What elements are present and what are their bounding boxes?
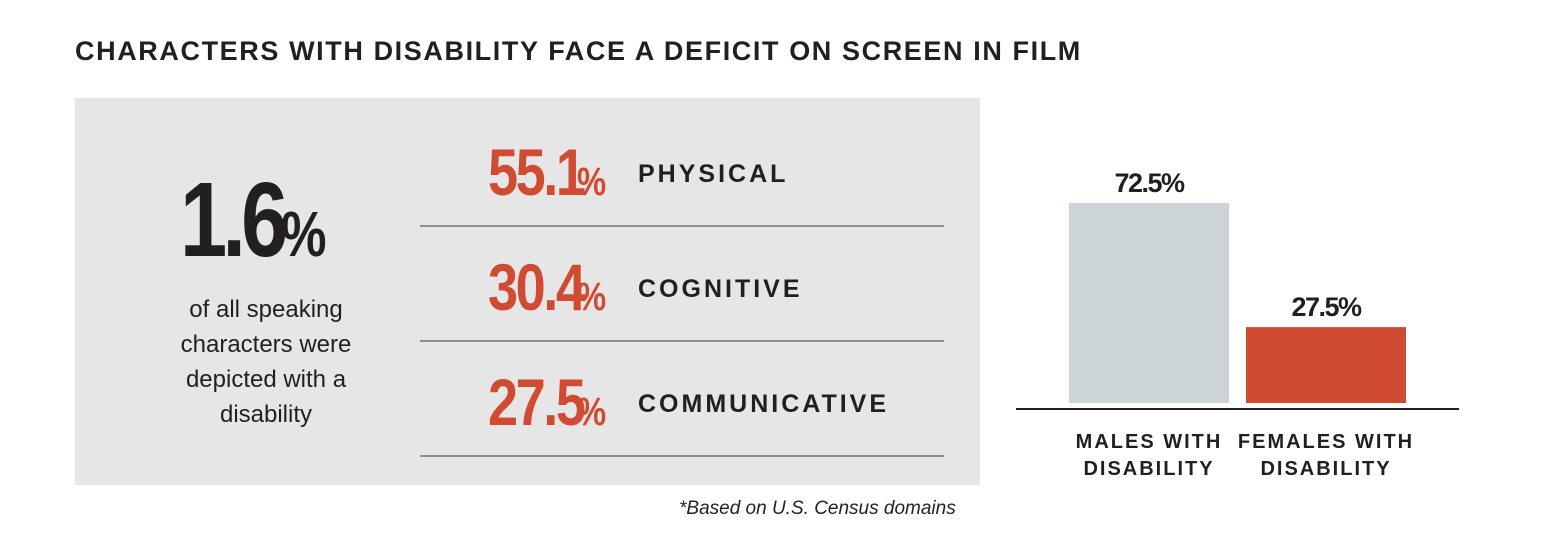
overall-stat: 1.6%: [180, 160, 380, 281]
breakdown-unit: %: [577, 160, 606, 204]
breakdown-value: 55.1%: [467, 134, 610, 210]
bar-value-label: 27.5%: [1291, 292, 1362, 322]
breakdown-label: PHYSICAL: [638, 160, 789, 188]
bar-0: [1069, 202, 1229, 403]
overall-stat-value: 1.6: [180, 161, 288, 279]
breakdown-row-physical: 55.1% PHYSICAL: [420, 112, 944, 227]
chart-title: CHARACTERS WITH DISABILITY FACE A DEFICI…: [75, 36, 1082, 66]
divider: [420, 225, 944, 227]
breakdown-label: COMMUNICATIVE: [638, 390, 890, 418]
footnote: *Based on U.S. Census domains: [679, 498, 956, 519]
stats-panel: [75, 98, 980, 485]
divider: [420, 455, 944, 457]
category-label: MALES WITH DISABILITY: [1075, 431, 1223, 480]
breakdown-value: 30.4%: [467, 249, 610, 325]
breakdown-number: 30.4: [487, 250, 586, 324]
breakdown-unit: %: [577, 390, 606, 434]
category-label: FEMALES WITH DISABILITY: [1237, 431, 1415, 480]
breakdown-row-cognitive: 30.4% COGNITIVE: [420, 227, 944, 342]
breakdown-number: 27.5: [487, 365, 586, 439]
bar-1: [1246, 327, 1406, 403]
breakdown-value: 27.5%: [467, 364, 610, 440]
breakdown-number: 55.1: [487, 135, 586, 209]
breakdown-unit: %: [577, 275, 606, 319]
bar-value-label: 72.5%: [1114, 168, 1185, 198]
overall-stat-description: of all speaking characters were depicted…: [180, 296, 352, 428]
divider: [420, 340, 944, 342]
breakdown-row-communicative: 27.5% COMMUNICATIVE: [420, 342, 944, 457]
breakdown-label: COGNITIVE: [638, 275, 803, 303]
overall-stat-unit: %: [281, 198, 327, 270]
